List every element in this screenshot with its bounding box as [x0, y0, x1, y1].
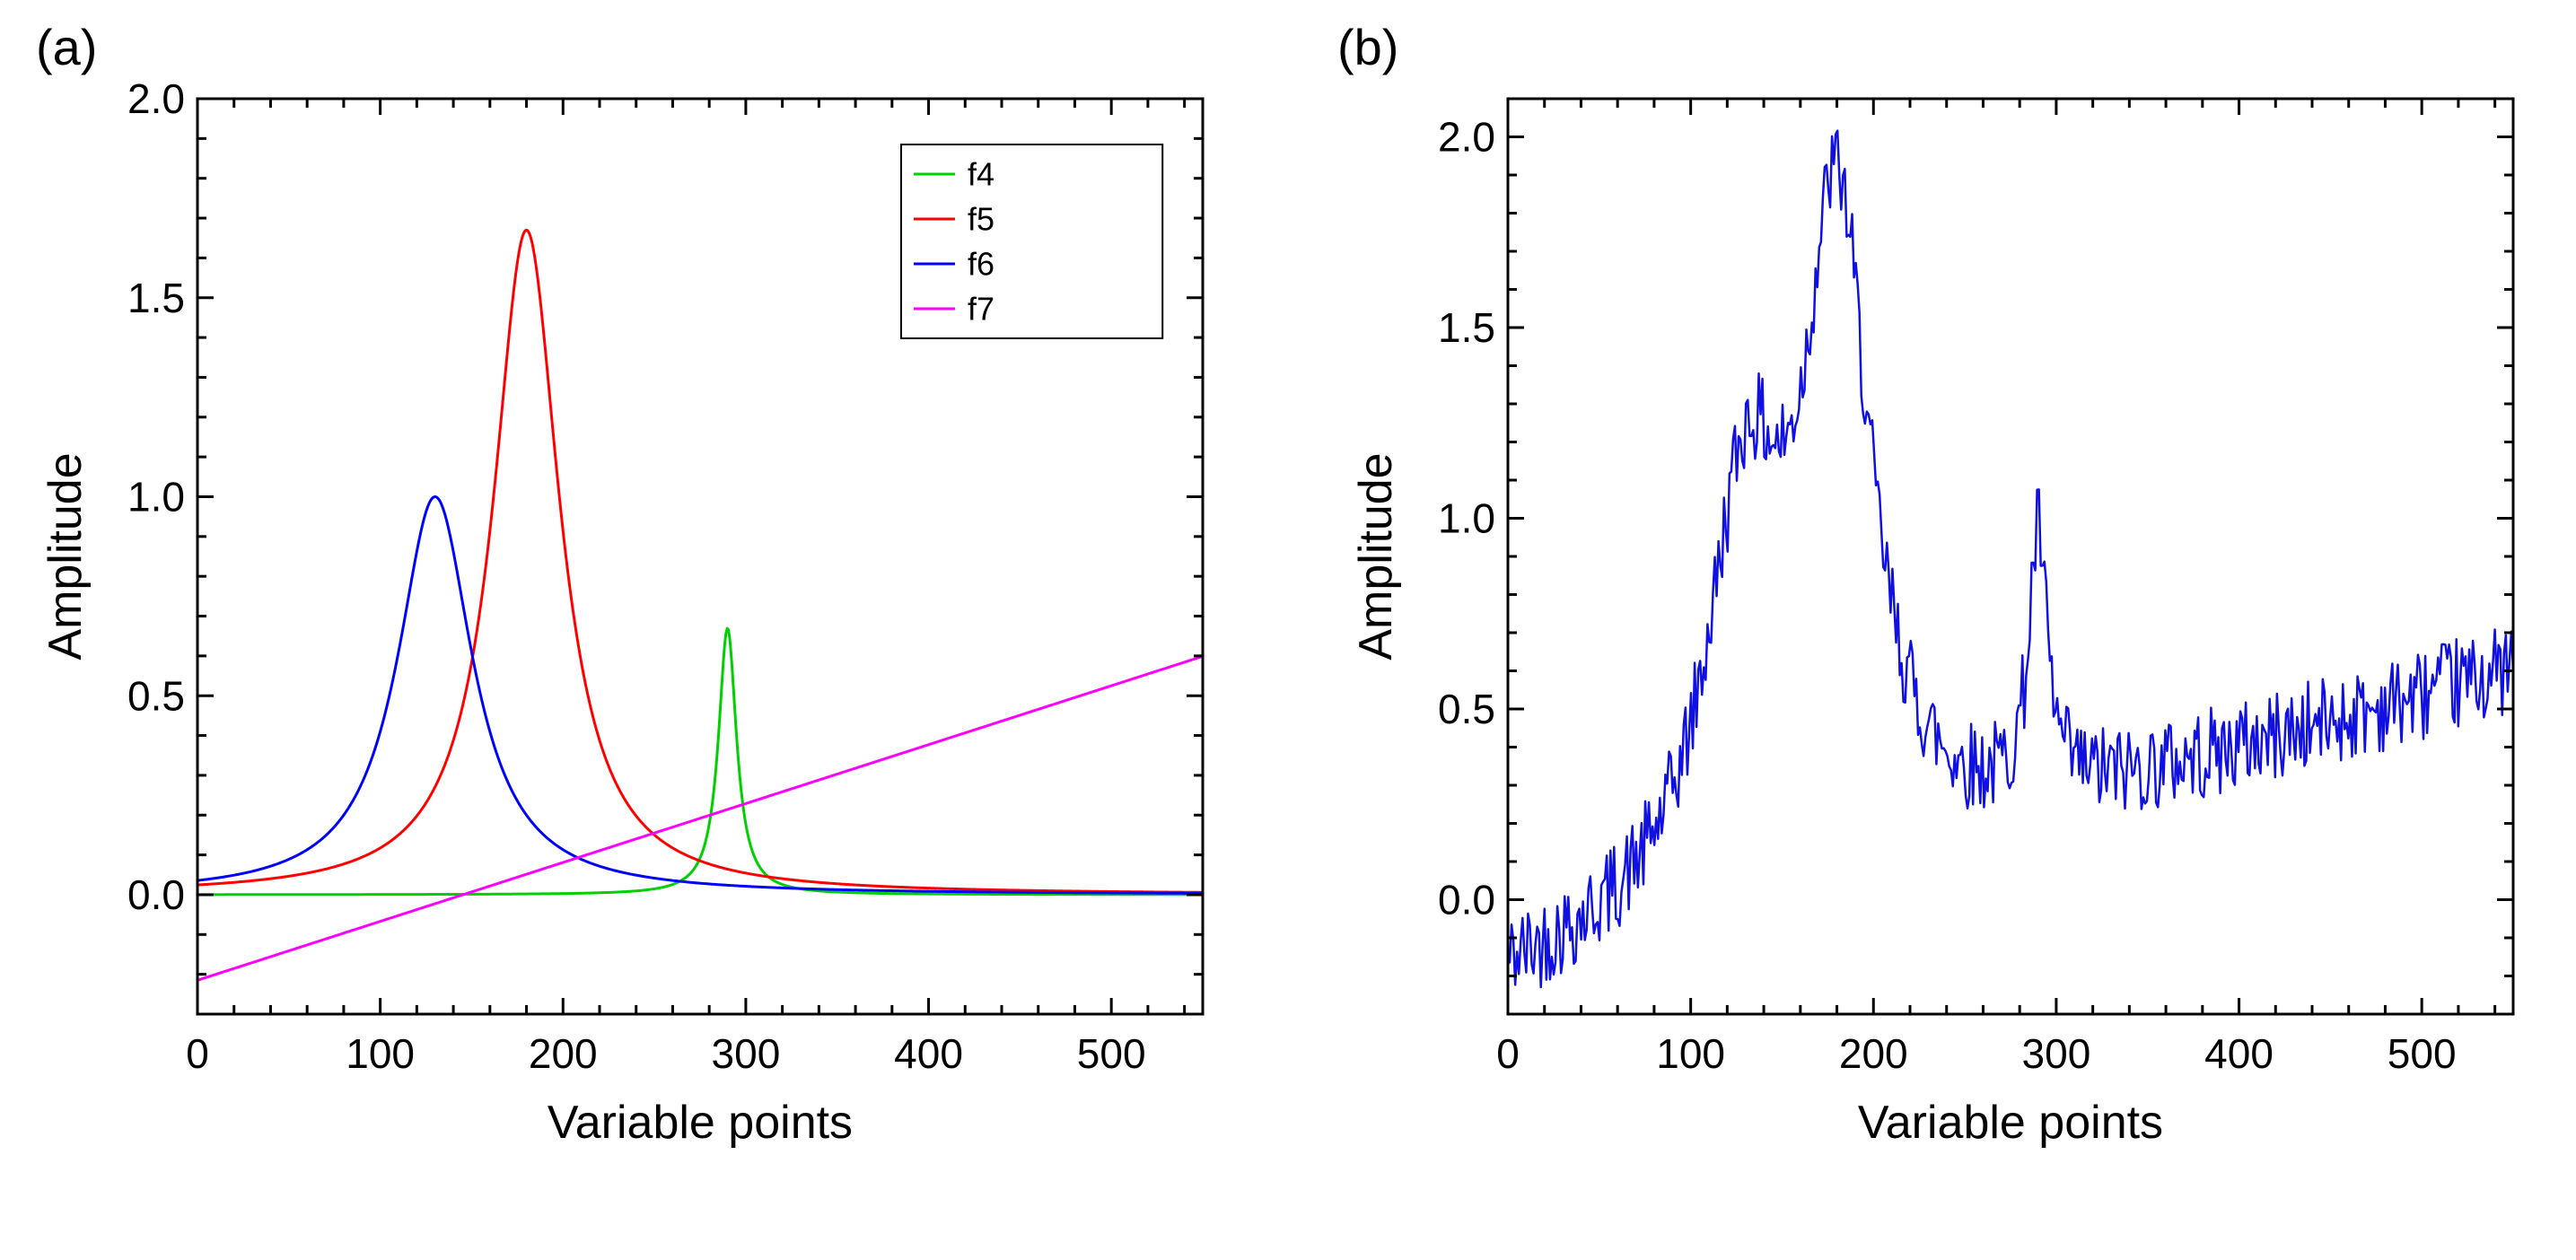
- ytick-label: 2.0: [1438, 114, 1495, 161]
- xtick-label: 300: [2022, 1030, 2091, 1077]
- xtick-label: 100: [1656, 1030, 1725, 1077]
- ytick-label: 1.0: [1438, 495, 1495, 542]
- ylabel: Amplitude: [1350, 452, 1402, 660]
- chart-panel-b: 0 100 200 300 400 500 0.0 0.5 1.0 1.5 2.0 Variable …: [0, 0, 2576, 1260]
- xtick-label: 200: [1839, 1030, 1908, 1077]
- figure-root: (a) (b) 01002003004005000.00.51.01.52.0V…: [0, 0, 2576, 1260]
- ytick-label: 0.0: [1438, 877, 1495, 923]
- series-signal: [1508, 131, 2513, 987]
- plot-border: [1508, 99, 2513, 1014]
- xlabel: Variable points: [1858, 1097, 2163, 1149]
- ytick-label: 1.5: [1438, 304, 1495, 351]
- xtick-label: 400: [2204, 1030, 2274, 1077]
- xtick-label: 500: [2388, 1030, 2457, 1077]
- ytick-label: 0.5: [1438, 686, 1495, 732]
- xtick-label: 0: [1496, 1030, 1520, 1077]
